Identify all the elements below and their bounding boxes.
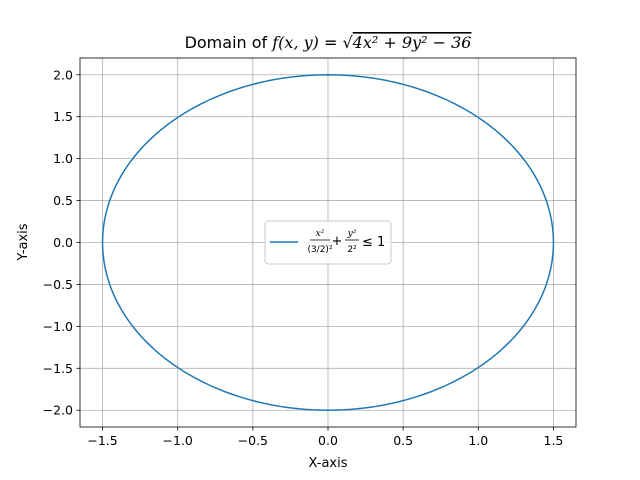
title-radicand: 4x² + 9y² − 36	[352, 33, 472, 52]
title-args: (x, y)	[278, 33, 319, 52]
x-tick-label: −1.0	[163, 433, 193, 448]
y-tick-label: −1.0	[43, 319, 73, 334]
x-tick-label: 1.0	[468, 433, 488, 448]
title-prefix: Domain of	[185, 33, 273, 52]
legend-frac1-den: (3/2)²	[307, 245, 333, 255]
y-tick-label: −2.0	[43, 403, 73, 418]
x-tick-label: −0.5	[238, 433, 268, 448]
chart-title: Domain of f(x, y) = √4x² + 9y² − 36	[185, 33, 472, 52]
series-ellipse	[101, 74, 555, 411]
x-tick-label: −1.5	[87, 433, 117, 448]
x-tick-label: 0.5	[393, 433, 413, 448]
x-tick-label: 1.5	[544, 433, 564, 448]
title-sqrt-sign: √	[342, 33, 353, 52]
ticks: −1.5 −1.0 −0.5 0.0 0.5 1.0 1.5 −2.0 −1.5 −1.0 −0.5…	[43, 67, 564, 448]
legend-plus: +	[332, 234, 343, 249]
legend-x-num: x²	[316, 229, 325, 239]
legend-rel: ≤ 1	[362, 235, 385, 250]
legend-box	[264, 220, 392, 265]
grid	[80, 58, 576, 427]
title-eq: =	[319, 33, 343, 52]
x-tick-label: 0.0	[318, 433, 338, 448]
y-tick-label: 2.0	[53, 67, 73, 82]
y-tick-label: 1.0	[53, 151, 73, 166]
x-axis-label: X-axis	[309, 456, 348, 471]
y-axis-label: Y-axis	[16, 223, 31, 261]
title-func: f	[271, 33, 281, 52]
y-tick-label: 0.0	[53, 235, 73, 250]
y-tick-label: 1.5	[53, 109, 73, 124]
legend-y-num: y²	[347, 229, 357, 239]
legend: x² (3/2)² + y² 2² ≤ 1	[264, 220, 392, 265]
y-tick-label: −0.5	[43, 277, 73, 292]
y-tick-label: −1.5	[43, 361, 73, 376]
y-tick-label: 0.5	[53, 193, 73, 208]
legend-frac2-den: 2²	[347, 245, 357, 255]
